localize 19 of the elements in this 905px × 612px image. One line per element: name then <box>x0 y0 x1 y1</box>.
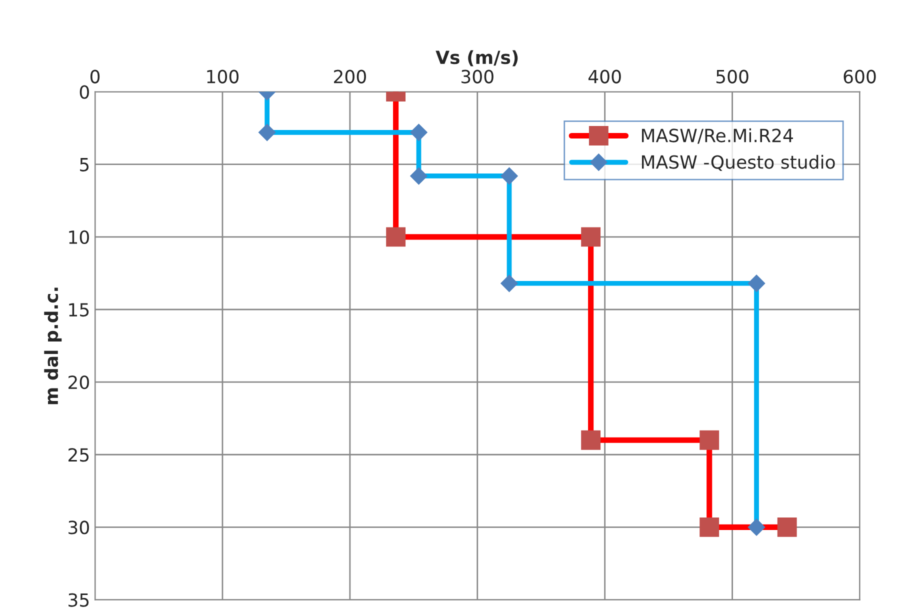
legend-label: MASW/Re.Mi.R24 <box>642 128 793 144</box>
x-axis-title: Vs (m/s) <box>436 50 518 66</box>
x-tick-label: 500 <box>716 70 748 84</box>
y-tick-label: 30 <box>68 520 89 534</box>
y-tick-label: 5 <box>80 158 89 172</box>
y-tick-label: 20 <box>68 376 89 390</box>
x-tick-label: 200 <box>334 70 366 84</box>
y-tick-label: 15 <box>69 303 89 317</box>
x-tick-label: 300 <box>462 70 494 84</box>
x-tick-label: 100 <box>207 70 239 84</box>
y-tick-label: 10 <box>69 230 89 244</box>
x-tick-label: 400 <box>588 70 621 84</box>
y-tick-label: 25 <box>68 448 89 462</box>
y-tick-label: 35 <box>68 593 89 607</box>
x-tick-label: 600 <box>844 70 876 84</box>
y-axis-title: m dal p.d.c. <box>44 288 62 404</box>
x-tick-label: 0 <box>90 70 100 84</box>
legend-label: MASW -Questo studio <box>642 154 835 171</box>
y-tick-label: 0 <box>80 85 89 99</box>
